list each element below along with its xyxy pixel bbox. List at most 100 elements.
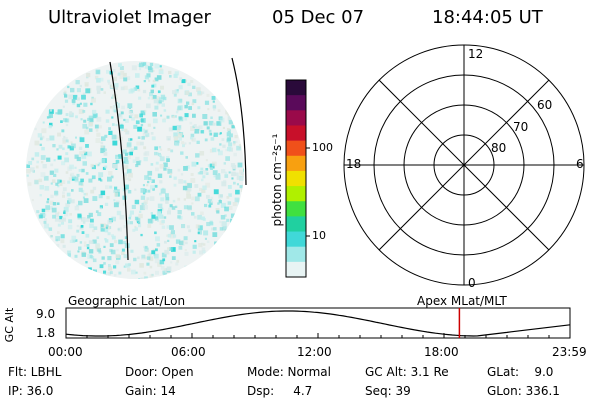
speckle [50, 234, 53, 238]
speckle [77, 213, 82, 218]
timeline-x-ticks [65, 333, 571, 338]
speckle [134, 225, 137, 228]
speckle [235, 140, 238, 143]
speckle [154, 258, 160, 264]
speckle [107, 266, 113, 271]
speckle [225, 156, 230, 161]
speckle [162, 118, 166, 123]
speckle [41, 208, 46, 213]
speckle [188, 229, 192, 233]
speckle [68, 199, 72, 203]
speckle [148, 218, 153, 224]
speckle [194, 184, 199, 188]
speckle [159, 259, 165, 265]
speckle [114, 186, 118, 190]
speckle [78, 109, 84, 114]
speckle [109, 185, 113, 189]
info-ip: IP: 36.0 [8, 384, 54, 398]
speckle [78, 187, 83, 192]
speckle [92, 196, 98, 201]
speckle [104, 148, 107, 152]
x-tick-12-00: 12:00 [297, 345, 332, 359]
speckle [49, 200, 54, 205]
speckle [75, 80, 80, 85]
speckle [39, 137, 43, 141]
speckle [124, 128, 128, 132]
speckle [176, 89, 179, 92]
speckle [140, 141, 144, 146]
speckle [82, 92, 86, 95]
speckle [148, 256, 154, 262]
speckle [69, 239, 73, 243]
speckle [90, 102, 93, 106]
speckle [171, 247, 176, 252]
speckle [174, 115, 177, 118]
speckle [124, 165, 129, 170]
speckle [106, 69, 110, 74]
speckle [129, 112, 134, 117]
speckle [159, 156, 165, 162]
speckle [55, 236, 61, 241]
speckle [235, 172, 239, 176]
speckle [40, 160, 44, 164]
speckle [144, 276, 148, 279]
speckle [157, 173, 163, 178]
speckle [217, 148, 220, 152]
speckle [236, 183, 239, 186]
speckle [202, 114, 208, 119]
speckle [77, 250, 80, 253]
colorbar-band [286, 216, 306, 233]
speckle [103, 245, 106, 248]
speckle [153, 126, 156, 129]
speckle [167, 239, 170, 242]
speckle [176, 259, 180, 263]
speckle [172, 115, 175, 119]
speckle [147, 170, 153, 176]
speckle [173, 176, 177, 180]
speckle [203, 230, 209, 236]
speckle [26, 168, 31, 174]
speckle [154, 184, 158, 188]
speckle [90, 189, 95, 194]
speckle [160, 114, 163, 117]
speckle [201, 178, 204, 182]
speckle [118, 154, 123, 159]
speckle [178, 136, 182, 141]
speckle [46, 116, 50, 119]
speckle [158, 146, 162, 149]
lat-label-80: 80 [491, 141, 507, 155]
speckle [191, 161, 197, 167]
speckle [54, 190, 58, 194]
speckle [224, 206, 229, 212]
speckle [104, 228, 109, 233]
timeline-right-caption: Apex MLat/MLT [417, 294, 507, 308]
speckle [231, 125, 235, 129]
speckle [96, 236, 100, 239]
speckle [228, 171, 231, 174]
speckle [134, 199, 140, 205]
speckle [53, 173, 57, 177]
speckle [184, 113, 189, 118]
speckle [82, 221, 86, 224]
speckle [209, 132, 213, 136]
speckle [89, 255, 93, 259]
speckle [177, 133, 183, 138]
speckle [149, 92, 154, 97]
speckle [202, 250, 206, 254]
speckle [163, 117, 166, 120]
speckle [76, 229, 80, 233]
speckle [108, 171, 113, 176]
speckle [135, 156, 140, 161]
speckle [152, 79, 156, 83]
speckle [68, 177, 72, 181]
speckle [137, 126, 143, 132]
imager-intensity-speckles [26, 62, 244, 279]
speckle [166, 266, 172, 272]
speckle [163, 216, 167, 219]
speckle [226, 218, 230, 222]
speckle [176, 128, 181, 132]
speckle [112, 105, 116, 108]
speckle [226, 128, 230, 131]
speckle [26, 164, 30, 168]
speckle [133, 87, 138, 91]
